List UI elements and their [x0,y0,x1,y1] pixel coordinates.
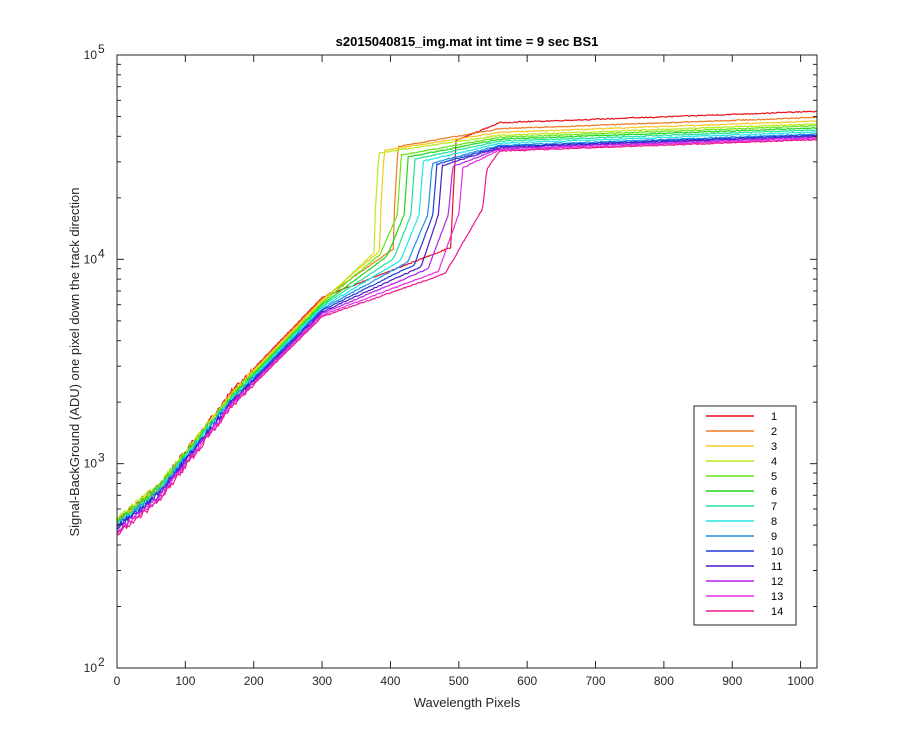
series-line-11 [116,135,818,530]
legend-label-14: 14 [771,606,783,618]
chart-title: s2015040815_img.mat int time = 9 sec BS1 [336,34,599,49]
y-tick-label: 10 [84,661,98,675]
plot-frame [116,54,818,669]
series-line-14 [116,138,818,536]
x-axis-label: Wavelength Pixels [414,695,521,710]
x-tick-label: 300 [312,674,332,688]
y-axis-label: Signal-BackGround (ADU) one pixel down t… [67,187,82,536]
series-line-2 [116,116,818,526]
series-line-10 [116,134,818,530]
x-tick-label: 1000 [787,674,814,688]
series-line-7 [116,129,818,522]
y-tick-label-exponent: 3 [98,451,105,465]
x-tick-label: 900 [722,674,742,688]
y-tick-label: 10 [84,48,98,62]
y-tick-label-exponent: 2 [98,655,105,669]
legend-label-6: 6 [771,486,777,498]
series-line-13 [116,137,818,535]
series-line-5 [116,124,818,522]
legend-label-10: 10 [771,546,783,558]
y-tick-label: 10 [84,457,98,471]
x-tick-label: 800 [654,674,674,688]
series-line-3 [116,120,818,523]
legend-label-13: 13 [771,591,783,603]
legend-label-3: 3 [771,441,777,453]
legend-label-7: 7 [771,501,777,513]
legend-label-1: 1 [771,411,777,423]
legend-label-11: 11 [771,561,782,573]
legend-label-12: 12 [771,576,783,588]
series-lines [116,110,818,536]
series-line-4 [116,123,818,522]
legend-box [693,405,797,626]
y-tick-label-exponent: 4 [98,246,105,260]
series-line-1 [116,110,818,522]
legend-label-9: 9 [771,531,777,543]
x-tick-label: 400 [380,674,400,688]
x-tick-label: 600 [517,674,537,688]
series-line-9 [116,133,818,528]
series-line-6 [116,127,818,523]
legend-label-2: 2 [771,426,777,438]
legend-label-5: 5 [771,471,777,483]
x-tick-label: 200 [244,674,264,688]
x-tick-label: 500 [449,674,469,688]
x-tick-label: 0 [114,674,121,688]
x-tick-label: 100 [175,674,195,688]
series-line-8 [116,131,817,527]
y-tick-label-exponent: 5 [98,42,105,56]
legend-label-8: 8 [771,516,777,528]
legend-label-4: 4 [771,456,777,468]
y-tick-label: 10 [84,252,98,266]
x-tick-label: 700 [586,674,606,688]
